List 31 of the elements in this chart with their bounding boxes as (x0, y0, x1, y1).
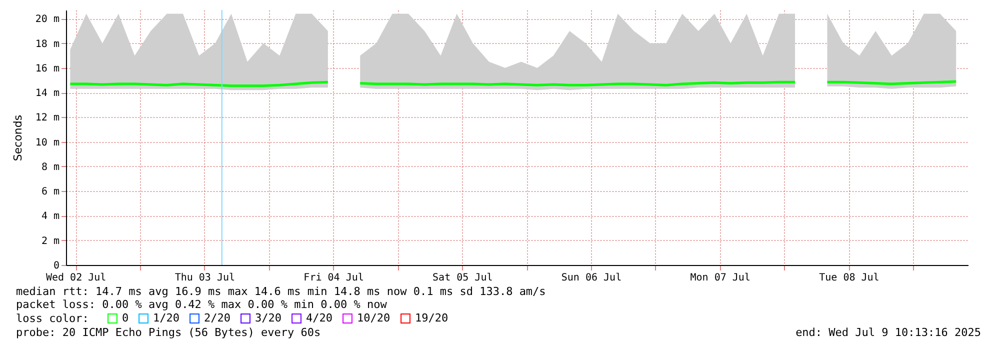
legend-title: loss color: (16, 312, 89, 325)
y-axis-title: Seconds (11, 114, 24, 162)
y-tick-label: 12 m (35, 112, 60, 124)
y-tick-label: 8 m (41, 162, 60, 173)
text: end: Wed Jul 9 10:13:16 2025 (796, 326, 981, 339)
x-tick-label: Sun 06 Jul (561, 272, 622, 284)
y-tick-label: 6 m (41, 186, 60, 198)
text: packet loss: 0.00 % avg 0.42 % max 0.00 % min 0.00 % now (16, 298, 388, 311)
text: probe: 20 ICMP Echo Pings (56 Bytes) every 60s (16, 326, 321, 339)
y-tick-label: 10 m (35, 137, 60, 148)
x-tick-label: Fri 04 Jul (304, 272, 364, 284)
y-tick-label: 2 m (41, 236, 60, 247)
legend-label: 4/20 (306, 312, 332, 325)
legend-label: 19/20 (415, 312, 448, 325)
y-tick-label: 20 m (35, 14, 60, 26)
y-tick-label: 18 m (35, 38, 60, 50)
x-tick-label: Thu 03 Jul (174, 272, 236, 284)
x-tick-label: Wed 02 Jul (46, 272, 106, 284)
legend-label: 3/20 (255, 312, 282, 325)
y-tick-label: 0 (53, 260, 60, 272)
legend-label: 1/20 (153, 312, 180, 325)
text: median rtt: 14.7 ms avg 16.9 ms max 14.6 ms min 14.8 ms now 0.1 ms sd 133.8 am/s (16, 285, 546, 298)
legend-label: 2/20 (204, 312, 230, 325)
legend-label: 0 (122, 312, 129, 325)
y-tick-label: 14 m (35, 88, 60, 100)
legend-label: 10/20 (357, 312, 390, 325)
x-tick-label: Sat 05 Jul (432, 272, 493, 284)
y-tick-label: 4 m (41, 211, 60, 222)
x-tick-label: Mon 07 Jul (690, 272, 750, 284)
x-tick-label: Tue 08 Jul (819, 272, 880, 284)
y-tick-label: 16 m (35, 63, 60, 74)
